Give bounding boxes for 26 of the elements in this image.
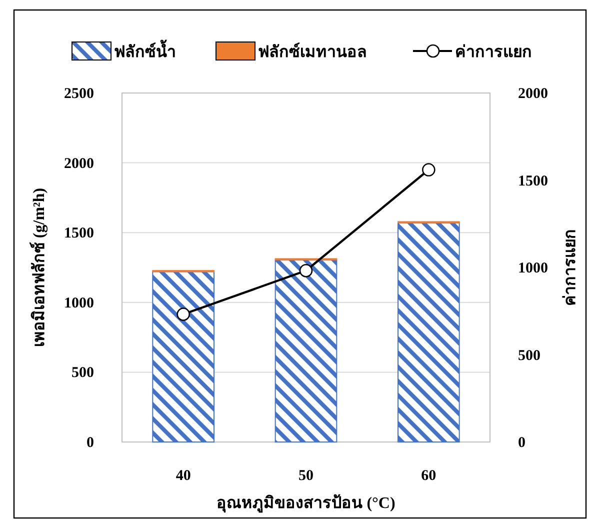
- y-tick-label: 1500: [64, 226, 94, 242]
- y2-axis-title: ค่าการแยก: [562, 229, 579, 306]
- y2-tick-label: 1000: [518, 260, 548, 276]
- y-tick-label: 500: [72, 365, 94, 382]
- y2-tick-label: 500: [518, 348, 540, 364]
- y-tick-label: 2500: [64, 86, 94, 102]
- point: [176, 308, 190, 321]
- point: [422, 163, 436, 176]
- x-axis-title: อุณหภูมิของสารป้อน (°C): [216, 494, 396, 514]
- point: [299, 264, 313, 278]
- y-tick-label: 1000: [64, 295, 94, 312]
- bar: [398, 222, 460, 442]
- legend-label: ค่าการแยก: [455, 44, 532, 61]
- y2-tick-label: 0: [518, 435, 526, 451]
- y-tick-label: 2000: [64, 156, 94, 172]
- y2-tick-label: 2000: [518, 86, 548, 102]
- x-tick-label: 50: [298, 468, 314, 484]
- y-tick-label: 0: [86, 435, 94, 451]
- y2-tick-label: 1500: [518, 173, 548, 190]
- legend-label: ฟลักซ์น้ำ: [114, 39, 176, 61]
- x-tick-label: 60: [421, 468, 436, 484]
- bar: [152, 271, 214, 442]
- y-axis-title: เพอมิเอทฟลักซ์ (g/m²h): [29, 188, 48, 348]
- x-tick-label: 40: [176, 468, 191, 484]
- legend-label: ฟลักซ์เมทานอล: [258, 42, 367, 61]
- bar: [274, 259, 338, 442]
